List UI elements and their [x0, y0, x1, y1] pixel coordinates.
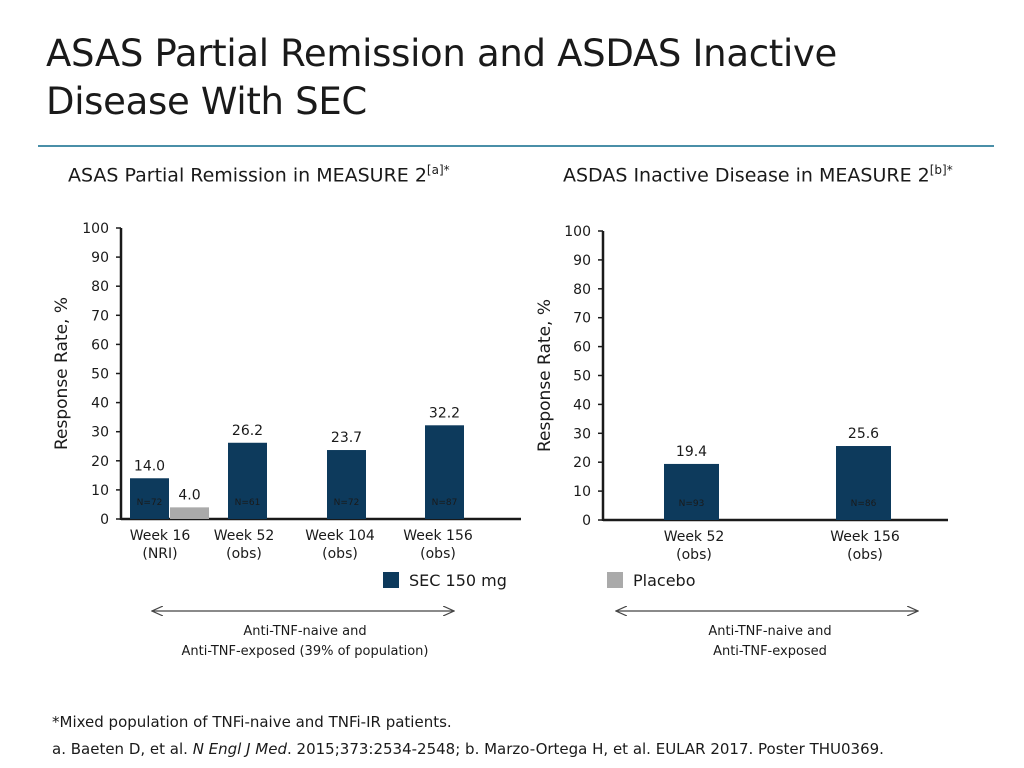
population-label-left-line2: Anti-TNF-exposed (39% of population) [181, 644, 429, 659]
asdas-xtick-sublabel: (obs) [847, 547, 883, 563]
asdas-ytick-label: 90 [573, 253, 591, 269]
asdas-bar-n-label: N=93 [679, 499, 705, 509]
population-label-right-line2: Anti-TNF-exposed [713, 644, 827, 659]
asdas-xtick-label: Week 52 [664, 529, 725, 545]
asas-bar-value-label: 32.2 [429, 405, 460, 421]
asdas-ytick-label: 50 [573, 369, 591, 385]
asas-xtick-sublabel: (NRI) [142, 546, 177, 562]
asas-bar-value-label: 23.7 [331, 430, 362, 446]
asas-ytick-label: 0 [100, 512, 109, 528]
asas-ytick-label: 80 [91, 279, 109, 295]
asas-ytick-label: 50 [91, 367, 109, 383]
asas-xtick-sublabel: (obs) [420, 546, 456, 562]
asdas-ytick-label: 60 [573, 340, 591, 356]
asas-bar-n-label: N=72 [137, 498, 163, 508]
asas-bar-value-label: 4.0 [178, 487, 200, 503]
asas-bar-n-label: N=72 [334, 498, 360, 508]
asas-ytick-label: 30 [91, 425, 109, 441]
chart-title-asdas-superscript: [b]* [929, 163, 953, 177]
population-label-right-line1: Anti-TNF-naive and [708, 624, 832, 639]
legend-label-placebo: Placebo [633, 571, 695, 590]
asas-ytick-label: 10 [91, 483, 109, 499]
asdas-ytick-label: 40 [573, 397, 591, 413]
legend-label-sec: SEC 150 mg [409, 571, 507, 590]
footnote-journal: N Engl J Med [192, 740, 288, 758]
asdas-bar-n-label: N=86 [851, 499, 877, 509]
asdas-bar-value-label: 25.6 [848, 426, 879, 442]
asas-ytick-label: 20 [91, 454, 109, 470]
asas-xtick-sublabel: (obs) [322, 546, 358, 562]
asas-bar-n-label: N=87 [432, 498, 458, 508]
asdas-ytick-label: 80 [573, 282, 591, 298]
footnote-ref-a: a. Baeten D, et al. [52, 740, 193, 758]
asas-xtick-label: Week 104 [305, 528, 375, 544]
asas-partial-remission-chart: Response Rate, % 0 10 20 30 40 50 60 70 80 90 100 We… [52, 221, 521, 562]
asas-bar-value-label: 14.0 [134, 458, 165, 474]
footnote-references: a. Baeten D, et al. N Engl J Med. 2015;3… [52, 740, 884, 758]
title-divider [38, 145, 994, 147]
asas-bar-sec [327, 450, 366, 519]
asdas-bar-sec [836, 446, 891, 520]
asdas-ytick-label: 10 [573, 484, 591, 500]
asdas-ytick-label: 70 [573, 311, 591, 327]
asas-xtick-label: Week 156 [403, 528, 473, 544]
asas-bar-sec [425, 425, 464, 519]
legend-swatch-placebo [607, 572, 623, 588]
asdas-bar-value-label: 19.4 [676, 444, 707, 460]
asdas-ytick-label: 0 [582, 513, 591, 529]
asdas-xtick-sublabel: (obs) [676, 547, 712, 563]
asas-bar-value-label: 26.2 [232, 423, 263, 439]
asdas-ytick-label: 20 [573, 455, 591, 471]
asas-bar-sec [130, 478, 169, 519]
asas-ytick-label: 100 [82, 221, 109, 237]
asas-ytick-label: 60 [91, 337, 109, 353]
asas-xtick-label: Week 52 [214, 528, 275, 544]
asas-xtick-sublabel: (obs) [226, 546, 262, 562]
asas-bar-placebo [170, 507, 209, 519]
asdas-inactive-disease-chart: Response Rate, % 0 10 20 30 40 50 60 70 80 90 100 We… [535, 224, 948, 563]
chart-title-asdas: ASDAS Inactive Disease in MEASURE 2[b]* [563, 163, 953, 186]
asas-ytick-label: 90 [91, 250, 109, 266]
footnote-mixed-population: *Mixed population of TNFi-naive and TNFi… [52, 713, 452, 731]
asdas-ylabel: Response Rate, % [535, 299, 555, 452]
asas-ytick-label: 70 [91, 308, 109, 324]
asas-bar-n-label: N=61 [235, 498, 261, 508]
chart-title-asas-superscript: [a]* [426, 163, 450, 177]
population-label-right: Anti-TNF-naive and Anti-TNF-exposed [615, 622, 925, 662]
asdas-bar-sec [664, 463, 719, 520]
chart-title-asdas-text: ASDAS Inactive Disease in MEASURE 2 [563, 164, 930, 187]
population-label-left: Anti-TNF-naive and Anti-TNF-exposed (39%… [150, 622, 460, 662]
asas-bar-sec [228, 442, 267, 519]
asas-xtick-label: Week 16 [130, 528, 191, 544]
footnote-ref-b: . 2015;373:2534-2548; b. Marzo-Ortega H,… [287, 740, 884, 758]
legend-swatch-sec [383, 572, 399, 588]
chart-title-asas-text: ASAS Partial Remission in MEASURE 2 [68, 164, 427, 187]
asas-ylabel: Response Rate, % [52, 297, 72, 450]
chart-title-asas: ASAS Partial Remission in MEASURE 2[a]* [68, 163, 450, 186]
slide-title: ASAS Partial Remission and ASDAS Inactiv… [46, 32, 837, 123]
asdas-ytick-label: 30 [573, 426, 591, 442]
legend: SEC 150 mg Placebo [383, 571, 695, 590]
asas-ytick-label: 40 [91, 396, 109, 412]
asdas-xtick-label: Week 156 [830, 529, 900, 545]
population-label-left-line1: Anti-TNF-naive and [243, 624, 367, 639]
asdas-ytick-label: 100 [564, 224, 591, 240]
